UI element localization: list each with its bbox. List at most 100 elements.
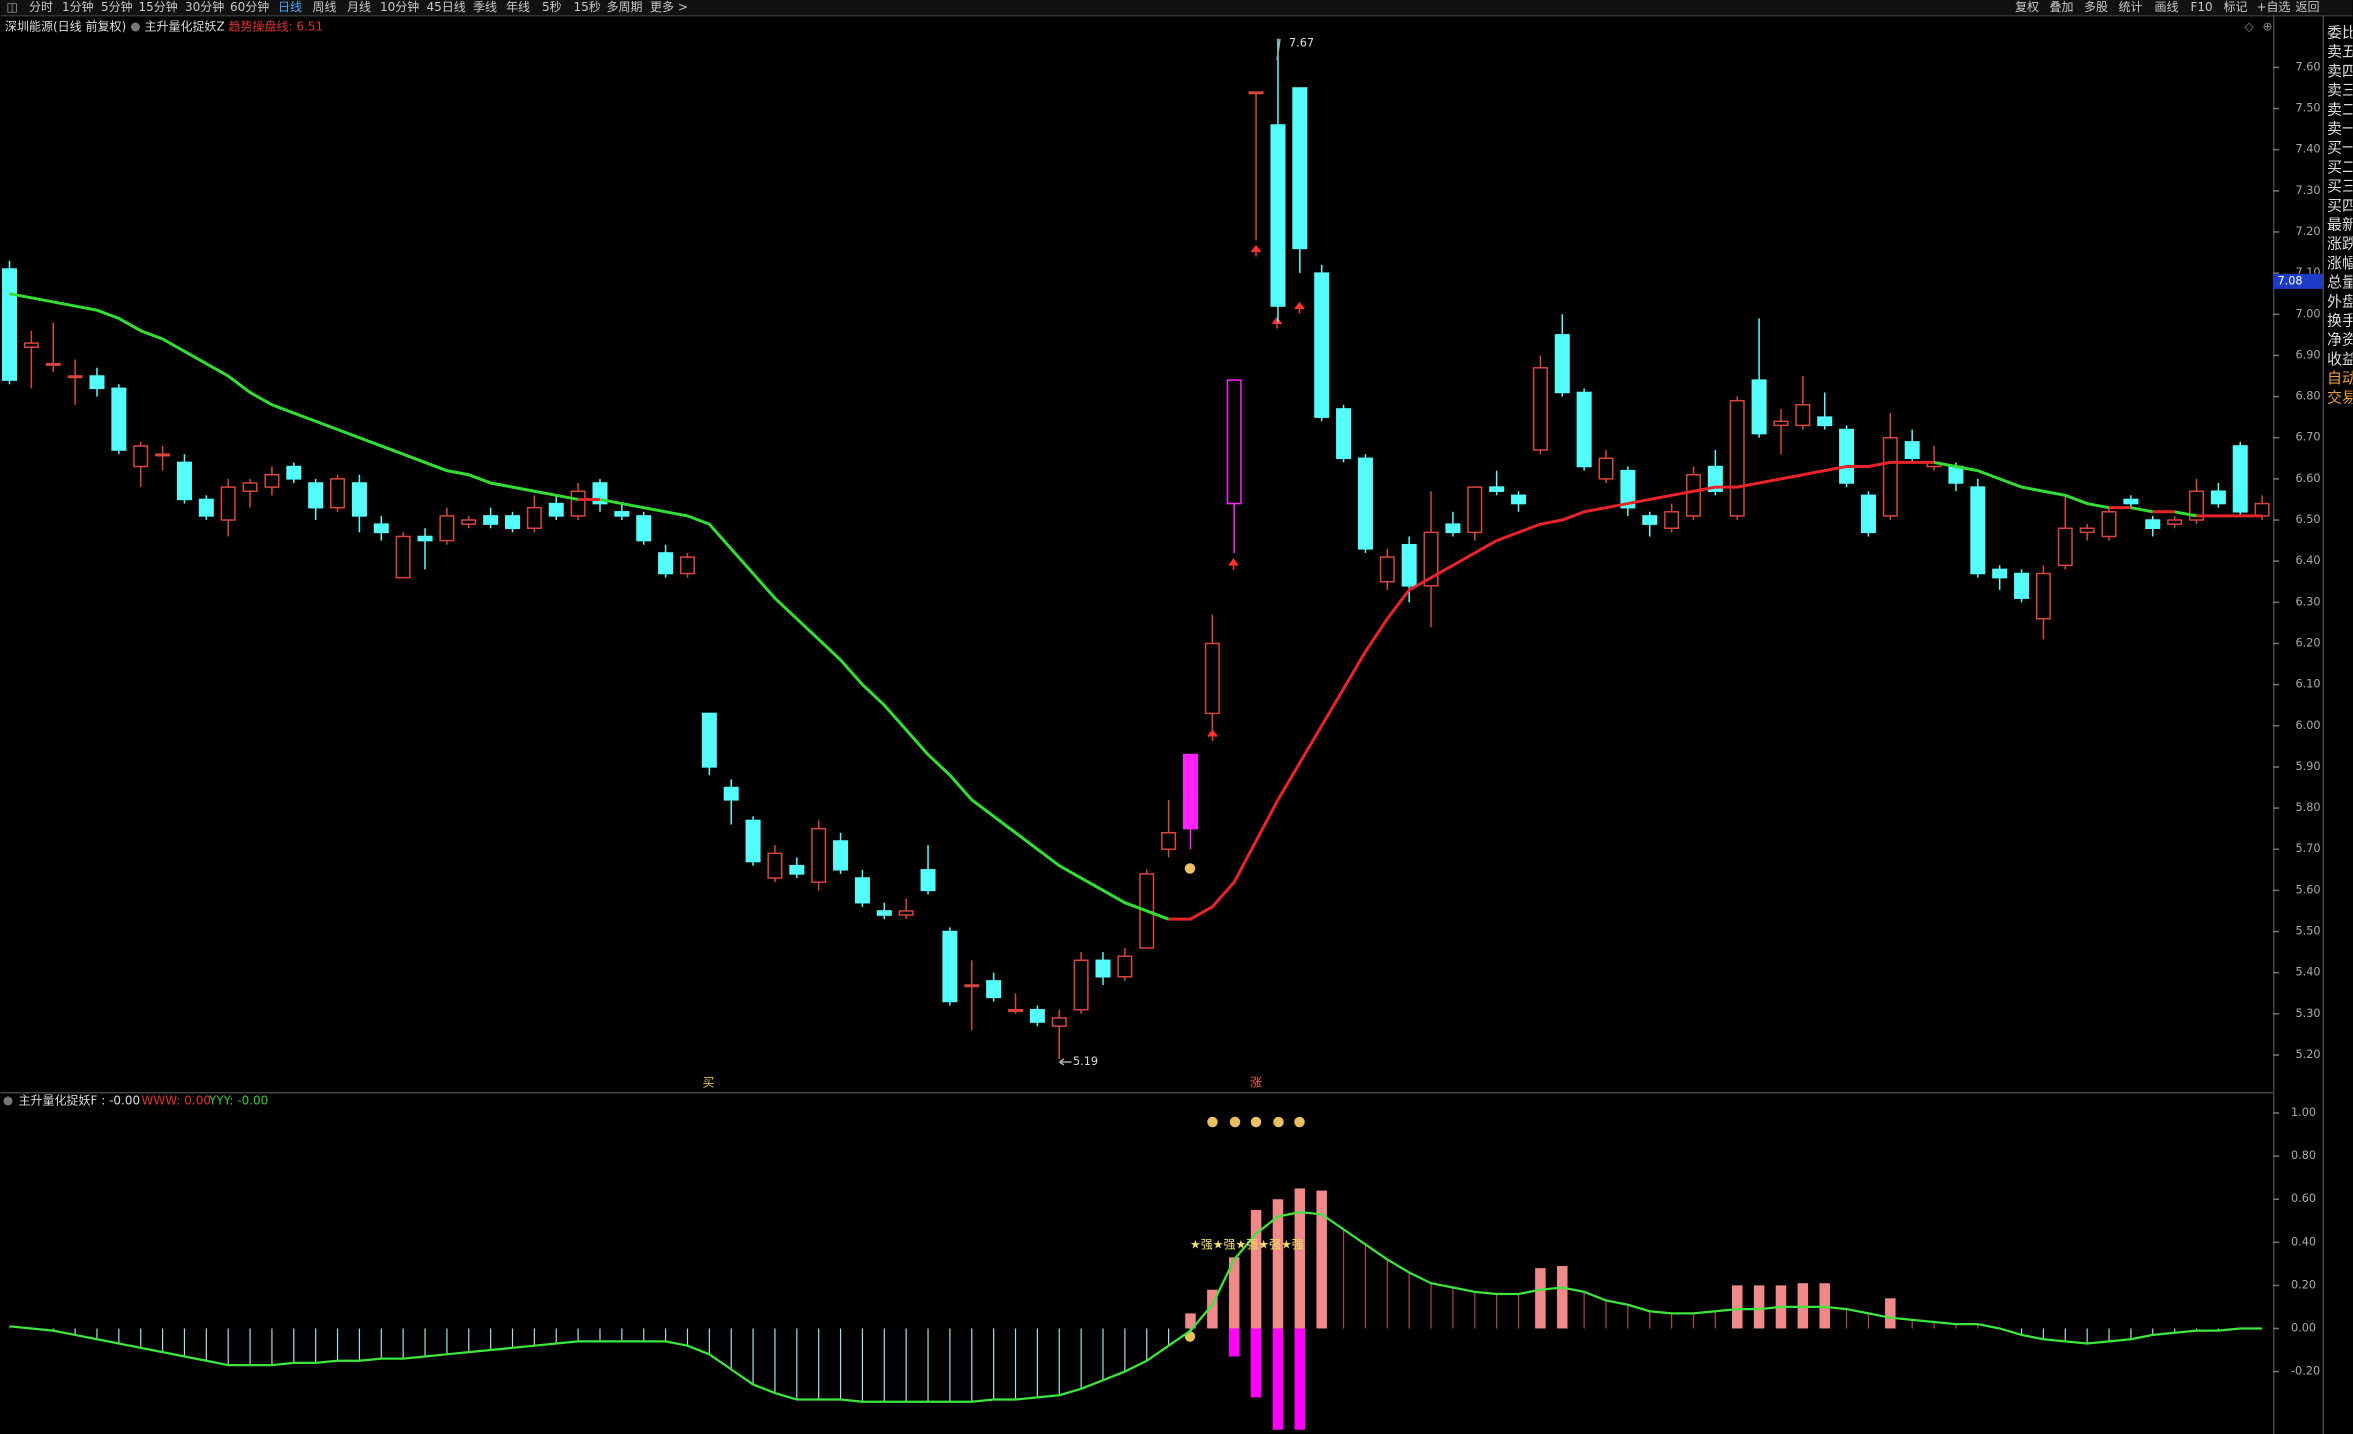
period-tab[interactable]: 5秒 [542,0,562,14]
sidebar-label: 外盘 [2327,292,2353,310]
rise-signal: 涨 [1250,1075,1262,1090]
y-tick-label: 5.40 [2296,966,2321,979]
y-tick-label: 0.60 [2291,1192,2316,1205]
tool-button[interactable]: 返回 [2296,0,2320,14]
signal-bar [1272,1199,1284,1329]
signal-bar [1753,1285,1765,1329]
candle-body [2167,519,2183,525]
tool-button[interactable]: 复权 [2015,0,2039,14]
tool-button[interactable]: 多股 [2084,0,2108,14]
tool-button[interactable]: 统计 [2119,0,2143,14]
signal-bar [1185,1313,1196,1329]
candle-body [373,523,389,534]
sidebar-label: 卖三 [2327,81,2353,99]
candle-body [23,342,39,348]
candle-body [1532,367,1548,451]
y-tick-label: 0.00 [2291,1321,2316,1334]
period-tab[interactable]: 分时 [29,0,53,14]
candle-body [111,387,127,451]
indicator-title: 主升量化捉妖F : -0.00 [19,1093,141,1108]
candle-body [1051,1017,1067,1027]
period-tab[interactable]: 多周期 [607,0,643,14]
period-tab[interactable]: 周线 [313,0,337,14]
tool-button[interactable]: 叠加 [2050,0,2074,14]
tool-button[interactable]: +自选 [2257,0,2291,14]
candle-body [1379,556,1395,583]
signal-arrows [1207,244,1305,741]
signal-bar [1294,1328,1306,1430]
period-tab[interactable]: 年线 [506,0,530,14]
y-tick-label: 7.00 [2296,307,2321,320]
candle-body [1095,959,1111,978]
period-tab[interactable]: 30分钟 [185,0,224,14]
candle-body [898,910,914,916]
candle-body [745,819,761,863]
y-tick-label: 5.20 [2296,1048,2321,1061]
candle-body [1576,391,1592,468]
sidebar-label: 收益 [2327,350,2353,368]
candle-body [636,515,652,542]
candle-body [133,445,149,468]
candle-body [45,362,61,366]
candle-body [395,535,411,579]
sidebar-label: 委比 [2327,24,2353,42]
last-price: 7.08 [2278,274,2303,287]
y-tick-label: 6.10 [2296,678,2321,691]
candle-body [2145,519,2161,530]
candle-body [1248,91,1264,95]
period-tab[interactable]: 10分钟 [380,0,419,14]
trend-line [2174,510,2197,518]
sidebar-label: 净资 [2327,331,2353,349]
candle-body [308,482,324,509]
panel-control[interactable]: ⊕ [2263,20,2273,34]
y-tick-label: 6.60 [2296,472,2321,485]
tool-button[interactable]: 画线 [2155,0,2179,14]
candle-body [1751,379,1767,435]
candle-body [811,827,827,883]
candle-body [1860,494,1876,534]
candle-body [1554,334,1570,394]
period-tab[interactable]: 15秒 [574,0,601,14]
candle-body [1707,465,1723,492]
tool-button[interactable]: F10 [2191,0,2213,14]
y-tick-label: 6.20 [2296,636,2321,649]
period-tab[interactable]: 45日线 [427,0,466,14]
period-tab[interactable]: 月线 [347,0,371,14]
candle-body [1664,511,1680,530]
signal-bar [1207,1289,1218,1329]
tool-button[interactable]: 标记 [2224,0,2248,14]
y-tick-label: 7.40 [2296,143,2321,156]
candle-body [658,552,674,575]
candle-body [679,556,695,575]
menu-icon[interactable]: ◫ [7,0,18,14]
candle-body [1817,416,1833,427]
y-tick-label: 6.00 [2296,719,2321,732]
strong-signal: ★强★强★强★强★强 [1190,1238,1304,1252]
period-tab[interactable]: 5分钟 [101,0,133,14]
period-tab[interactable]: 15分钟 [139,0,178,14]
money-bag-icons [1184,863,1305,1342]
candle-body [2,268,18,381]
www-value: WWW: 0.00 [142,1094,211,1108]
high-label: 7.67 [1289,37,1314,50]
period-tab[interactable]: 60分钟 [230,0,269,14]
candle-body [1204,642,1220,715]
candle-body [1073,959,1089,1011]
candle-body [1226,379,1242,505]
last-price-bg [2273,273,2323,289]
panel-control[interactable]: ◇ [2245,20,2255,34]
candle-body [1467,486,1483,534]
candle-body [2254,502,2270,517]
period-tab[interactable]: 更多 > [650,0,688,14]
candle-body [1357,457,1373,550]
period-tab[interactable]: 日线 [278,0,302,14]
period-tab[interactable]: 季线 [473,0,497,14]
period-tab[interactable]: 1分钟 [62,0,94,14]
candle-body [1029,1008,1045,1023]
y-tick-label: 7.60 [2296,60,2321,73]
stock-title: 深圳能源(日线 前复权) [5,19,126,34]
y-tick-label: 7.50 [2296,102,2321,115]
sidebar-label: 总量 [2327,273,2353,291]
candle-body [701,712,717,768]
